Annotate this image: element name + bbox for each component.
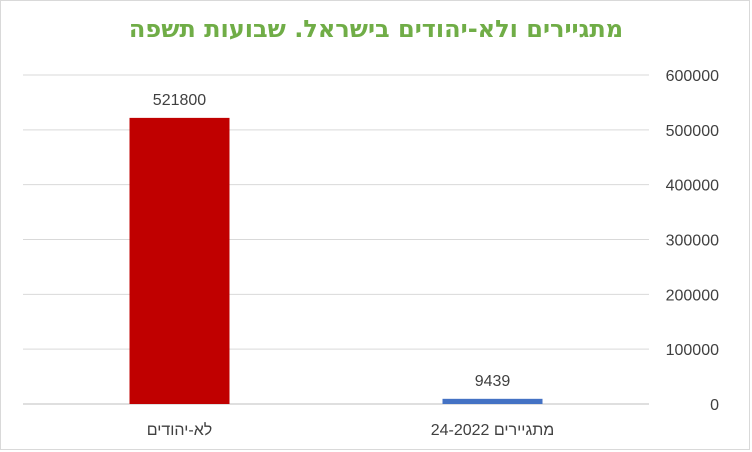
data-label: 9439 bbox=[475, 373, 511, 390]
y-tick-label: 200000 bbox=[666, 287, 719, 304]
category-label: מתגיירים 24-2022 bbox=[431, 422, 555, 439]
data-label: 521800 bbox=[153, 92, 206, 109]
bar-1 bbox=[129, 117, 230, 404]
y-tick-label: 400000 bbox=[666, 178, 719, 195]
y-tick-label: 500000 bbox=[666, 123, 719, 140]
bar-2 bbox=[442, 398, 543, 404]
y-tick-label: 300000 bbox=[666, 233, 719, 250]
chart-title: מתגיירים ולא-יהודים בישראל. שבועות תשפה bbox=[128, 15, 624, 43]
y-tick-label: 100000 bbox=[666, 342, 719, 359]
category-label: לא-יהודים bbox=[147, 421, 213, 439]
y-tick-label: 600000 bbox=[666, 68, 719, 85]
y-tick-label: 0 bbox=[710, 397, 719, 414]
